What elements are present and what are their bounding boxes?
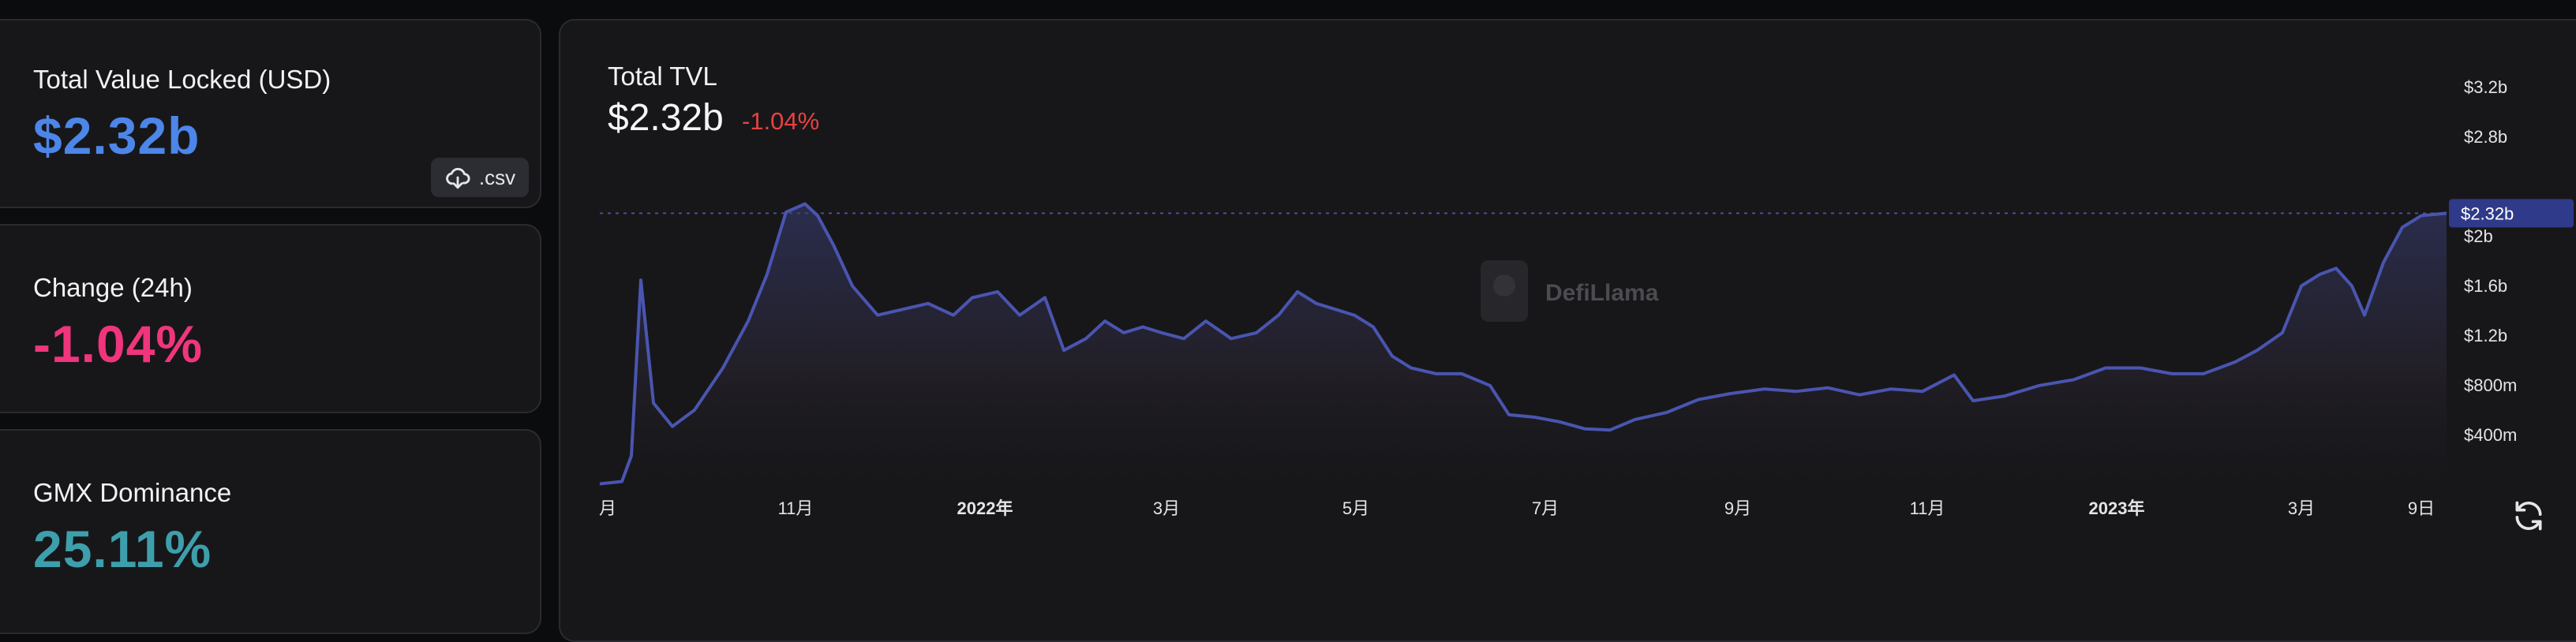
x-axis: 月 11月 2022年 3月 5月 7月 9月 11月 2023年 3月 9日 <box>599 498 2435 518</box>
change-card: Change (24h) -1.04% <box>0 224 541 413</box>
x-tick-label: 3月 <box>2288 498 2315 518</box>
x-tick-label: 月 <box>599 498 616 518</box>
x-tick-label: 11月 <box>778 498 814 518</box>
dominance-card: GMX Dominance 25.11% <box>0 429 541 634</box>
watermark-text: DefiLlama <box>1545 280 1659 306</box>
refresh-icon[interactable] <box>2511 498 2546 533</box>
tvl-chart[interactable]: DefiLlama 月 11月 2022年 3月 5月 7月 9月 11月 2023年 3月 9日 … <box>0 0 2576 609</box>
y-tick-label: $1.6b <box>2464 276 2507 296</box>
tvl-area <box>600 203 2447 485</box>
current-value-badge: $2.32b <box>2449 199 2574 228</box>
csv-download-button[interactable]: .csv <box>431 158 529 197</box>
x-tick-label: 9月 <box>1724 498 1751 518</box>
y-tick-label: $2.8b <box>2464 127 2507 147</box>
y-tick-label: $1.2b <box>2464 326 2507 345</box>
y-axis: $400m $800m $1.2b $1.6b $2b $2.8b $3.2b <box>2464 77 2517 445</box>
defillama-watermark: DefiLlama <box>1481 260 1659 322</box>
dominance-label: GMX Dominance <box>33 478 232 507</box>
x-tick-label: 7月 <box>1532 498 1559 518</box>
y-tick-label: $800m <box>2464 375 2517 395</box>
cloud-download-icon <box>446 167 470 189</box>
x-tick-label: 5月 <box>1342 498 1369 518</box>
x-tick-label: 2022年 <box>957 498 1013 518</box>
tvl-value: $2.32b <box>33 106 200 165</box>
y-tick-label: $3.2b <box>2464 77 2507 97</box>
current-value-label: $2.32b <box>2461 203 2514 223</box>
dominance-value: 25.11% <box>33 520 212 578</box>
csv-button-label: .csv <box>478 165 516 189</box>
x-tick-label: 9日 <box>2408 498 2435 518</box>
tvl-card: Total Value Locked (USD) $2.32b .csv <box>0 19 541 208</box>
y-tick-label: $2b <box>2464 226 2493 246</box>
y-tick-label: $400m <box>2464 425 2517 445</box>
tvl-line <box>599 202 2447 486</box>
x-tick-label: 3月 <box>1153 498 1180 518</box>
x-tick-label: 11月 <box>1910 498 1945 518</box>
x-tick-label: 2023年 <box>2089 498 2145 518</box>
chart-title: Total TVL <box>608 62 717 91</box>
change-label: Change (24h) <box>33 273 193 302</box>
chart-change: -1.04% <box>742 107 820 135</box>
chart-value: $2.32b <box>608 97 724 139</box>
tvl-label: Total Value Locked (USD) <box>33 65 331 94</box>
change-value: -1.04% <box>33 315 204 373</box>
